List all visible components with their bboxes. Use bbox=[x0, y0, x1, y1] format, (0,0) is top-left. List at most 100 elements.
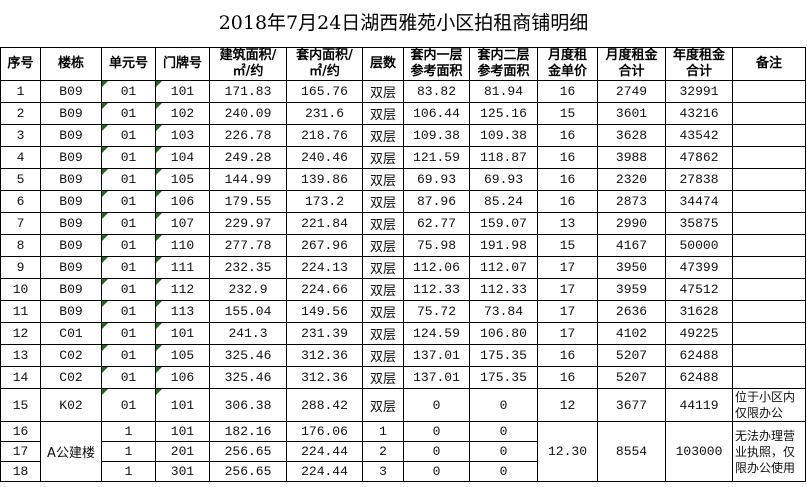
cell-unit[interactable]: 01 bbox=[101, 256, 156, 279]
header-floors[interactable]: 层数 bbox=[362, 47, 404, 81]
cell-floors[interactable]: 1 bbox=[362, 421, 404, 442]
header-seq[interactable]: 序号 bbox=[0, 47, 41, 81]
cell-door[interactable]: 106 bbox=[155, 190, 210, 213]
cell-floors[interactable]: 双层 bbox=[362, 212, 404, 235]
cell-build-area[interactable]: 144.99 bbox=[209, 168, 287, 191]
cell-unit[interactable]: 1 bbox=[101, 421, 156, 442]
cell-door[interactable]: 101 bbox=[155, 80, 210, 103]
cell-unit-price[interactable]: 16 bbox=[537, 80, 598, 103]
cell-build-area[interactable]: 277.78 bbox=[209, 234, 287, 257]
cell-floor1-area[interactable]: 121.59 bbox=[403, 146, 470, 169]
cell-door[interactable]: 106 bbox=[155, 366, 210, 389]
cell-unit[interactable]: 01 bbox=[101, 344, 156, 367]
cell-note[interactable] bbox=[732, 102, 806, 125]
cell-building[interactable]: C02 bbox=[40, 344, 102, 367]
cell-annual-total[interactable]: 47862 bbox=[665, 146, 733, 169]
cell-unit[interactable]: 01 bbox=[101, 190, 156, 213]
cell-door[interactable]: 107 bbox=[155, 212, 210, 235]
cell-floor1-area[interactable]: 112.06 bbox=[403, 256, 470, 279]
cell-unit-price[interactable]: 17 bbox=[537, 278, 598, 301]
cell-unit-price[interactable]: 17 bbox=[537, 322, 598, 345]
cell-floors[interactable]: 双层 bbox=[362, 190, 404, 213]
cell-floors[interactable]: 双层 bbox=[362, 102, 404, 125]
cell-monthly-total[interactable]: 3677 bbox=[597, 388, 666, 422]
cell-monthly-total[interactable]: 5207 bbox=[597, 366, 666, 389]
cell-inner-area[interactable]: 218.76 bbox=[286, 124, 363, 147]
cell-seq[interactable]: 3 bbox=[0, 124, 41, 147]
cell-seq[interactable]: 18 bbox=[0, 461, 41, 482]
cell-unit-price[interactable]: 16 bbox=[537, 146, 598, 169]
cell-note[interactable] bbox=[732, 278, 806, 301]
cell-door[interactable]: 101 bbox=[155, 322, 210, 345]
cell-floors[interactable]: 双层 bbox=[362, 322, 404, 345]
cell-note[interactable] bbox=[732, 190, 806, 213]
cell-unit-price[interactable]: 12.30 bbox=[537, 421, 598, 482]
cell-unit[interactable]: 01 bbox=[101, 388, 156, 422]
cell-build-area[interactable]: 325.46 bbox=[209, 344, 287, 367]
cell-floor1-area[interactable]: 75.98 bbox=[403, 234, 470, 257]
cell-unit-price[interactable]: 16 bbox=[537, 190, 598, 213]
cell-floor2-area[interactable]: 106.80 bbox=[469, 322, 538, 345]
cell-annual-total[interactable]: 43542 bbox=[665, 124, 733, 147]
cell-door[interactable]: 103 bbox=[155, 124, 210, 147]
header-inner-area[interactable]: 套内面积/ ㎡/约 bbox=[286, 47, 363, 81]
cell-building[interactable]: B09 bbox=[40, 146, 102, 169]
cell-floor1-area[interactable]: 87.96 bbox=[403, 190, 470, 213]
cell-inner-area[interactable]: 165.76 bbox=[286, 80, 363, 103]
cell-build-area[interactable]: 249.28 bbox=[209, 146, 287, 169]
cell-floor1-area[interactable]: 62.77 bbox=[403, 212, 470, 235]
cell-annual-total[interactable]: 43216 bbox=[665, 102, 733, 125]
cell-note[interactable] bbox=[732, 80, 806, 103]
cell-building[interactable]: B09 bbox=[40, 124, 102, 147]
cell-building[interactable]: B09 bbox=[40, 80, 102, 103]
cell-inner-area[interactable]: 221.84 bbox=[286, 212, 363, 235]
cell-build-area[interactable]: 171.83 bbox=[209, 80, 287, 103]
cell-inner-area[interactable]: 231.6 bbox=[286, 102, 363, 125]
cell-floor1-area[interactable]: 69.93 bbox=[403, 168, 470, 191]
cell-unit-price[interactable]: 13 bbox=[537, 212, 598, 235]
cell-unit-price[interactable]: 15 bbox=[537, 234, 598, 257]
cell-floor2-area[interactable]: 0 bbox=[469, 441, 538, 462]
cell-build-area[interactable]: 229.97 bbox=[209, 212, 287, 235]
cell-monthly-total[interactable]: 5207 bbox=[597, 344, 666, 367]
cell-note[interactable] bbox=[732, 146, 806, 169]
cell-building[interactable]: B09 bbox=[40, 102, 102, 125]
cell-build-area[interactable]: 182.16 bbox=[209, 421, 287, 442]
cell-unit[interactable]: 01 bbox=[101, 322, 156, 345]
cell-unit[interactable]: 01 bbox=[101, 212, 156, 235]
cell-floor2-area[interactable]: 125.16 bbox=[469, 102, 538, 125]
cell-building[interactable]: B09 bbox=[40, 168, 102, 191]
cell-floor2-area[interactable]: 0 bbox=[469, 388, 538, 422]
cell-seq[interactable]: 4 bbox=[0, 146, 41, 169]
cell-unit-price[interactable]: 17 bbox=[537, 300, 598, 323]
cell-floors[interactable]: 3 bbox=[362, 461, 404, 482]
cell-building[interactable]: B09 bbox=[40, 300, 102, 323]
cell-unit[interactable]: 01 bbox=[101, 146, 156, 169]
cell-monthly-total[interactable]: 8554 bbox=[597, 421, 666, 482]
cell-note[interactable] bbox=[732, 300, 806, 323]
cell-monthly-total[interactable]: 2749 bbox=[597, 80, 666, 103]
cell-annual-total[interactable]: 62488 bbox=[665, 344, 733, 367]
cell-floor2-area[interactable]: 109.38 bbox=[469, 124, 538, 147]
cell-monthly-total[interactable]: 2873 bbox=[597, 190, 666, 213]
cell-note[interactable] bbox=[732, 344, 806, 367]
cell-unit[interactable]: 01 bbox=[101, 300, 156, 323]
cell-unit-price[interactable]: 15 bbox=[537, 102, 598, 125]
cell-floor2-area[interactable]: 175.35 bbox=[469, 366, 538, 389]
cell-annual-total[interactable]: 27838 bbox=[665, 168, 733, 191]
cell-build-area[interactable]: 306.38 bbox=[209, 388, 287, 422]
cell-monthly-total[interactable]: 2990 bbox=[597, 212, 666, 235]
cell-floor1-area[interactable]: 109.38 bbox=[403, 124, 470, 147]
cell-floor2-area[interactable]: 0 bbox=[469, 461, 538, 482]
cell-annual-total[interactable]: 47512 bbox=[665, 278, 733, 301]
cell-build-area[interactable]: 179.55 bbox=[209, 190, 287, 213]
cell-inner-area[interactable]: 240.46 bbox=[286, 146, 363, 169]
cell-building[interactable]: B09 bbox=[40, 234, 102, 257]
cell-seq[interactable]: 5 bbox=[0, 168, 41, 191]
cell-floors[interactable]: 双层 bbox=[362, 256, 404, 279]
cell-floor2-area[interactable]: 191.98 bbox=[469, 234, 538, 257]
cell-floor1-area[interactable]: 137.01 bbox=[403, 366, 470, 389]
cell-door[interactable]: 102 bbox=[155, 102, 210, 125]
cell-note[interactable] bbox=[732, 124, 806, 147]
cell-inner-area[interactable]: 224.13 bbox=[286, 256, 363, 279]
